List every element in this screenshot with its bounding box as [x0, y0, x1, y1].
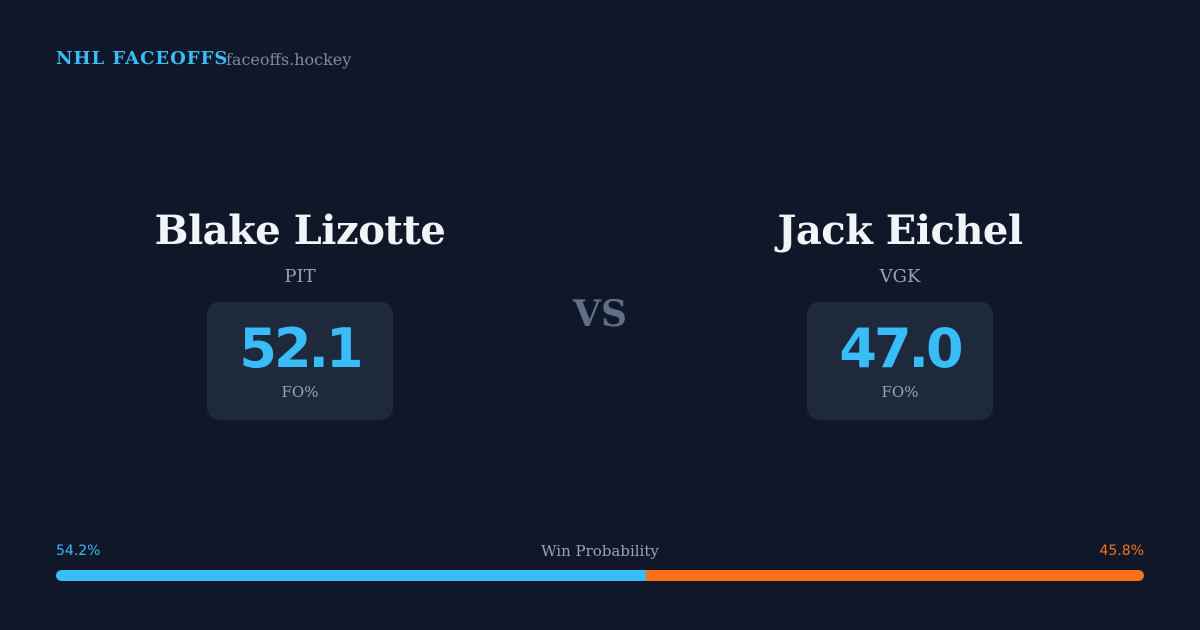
- faceoff-pct: 47.0: [839, 317, 963, 380]
- player-team: PIT: [284, 266, 316, 287]
- win-prob-label: Win Probability: [541, 542, 659, 560]
- stat-box: 52.1 FO%: [207, 302, 393, 420]
- stat-box: 47.0 FO%: [807, 302, 993, 420]
- versus: VS: [573, 293, 627, 335]
- player-team: VGK: [879, 266, 921, 287]
- faceoff-label: FO%: [281, 383, 319, 401]
- player-card: Blake Lizotte PIT 52.1 FO%: [50, 204, 550, 420]
- player-name: Blake Lizotte: [154, 207, 446, 254]
- site-name: faceoffs.hockey: [226, 50, 352, 69]
- faceoff-label: FO%: [881, 383, 919, 401]
- win-prob-segment: [56, 570, 646, 581]
- player-card: Jack Eichel VGK 47.0 FO%: [650, 204, 1150, 420]
- player-name: Jack Eichel: [777, 207, 1023, 254]
- win-prob-segment: [645, 570, 1144, 581]
- brand-title: NHL FACEOFFS: [56, 48, 229, 69]
- faceoff-pct: 52.1: [239, 317, 363, 380]
- win-prob-value: 54.2%: [56, 543, 101, 559]
- win-prob-bar: [56, 570, 1144, 581]
- win-prob-value: 45.8%: [1099, 543, 1144, 559]
